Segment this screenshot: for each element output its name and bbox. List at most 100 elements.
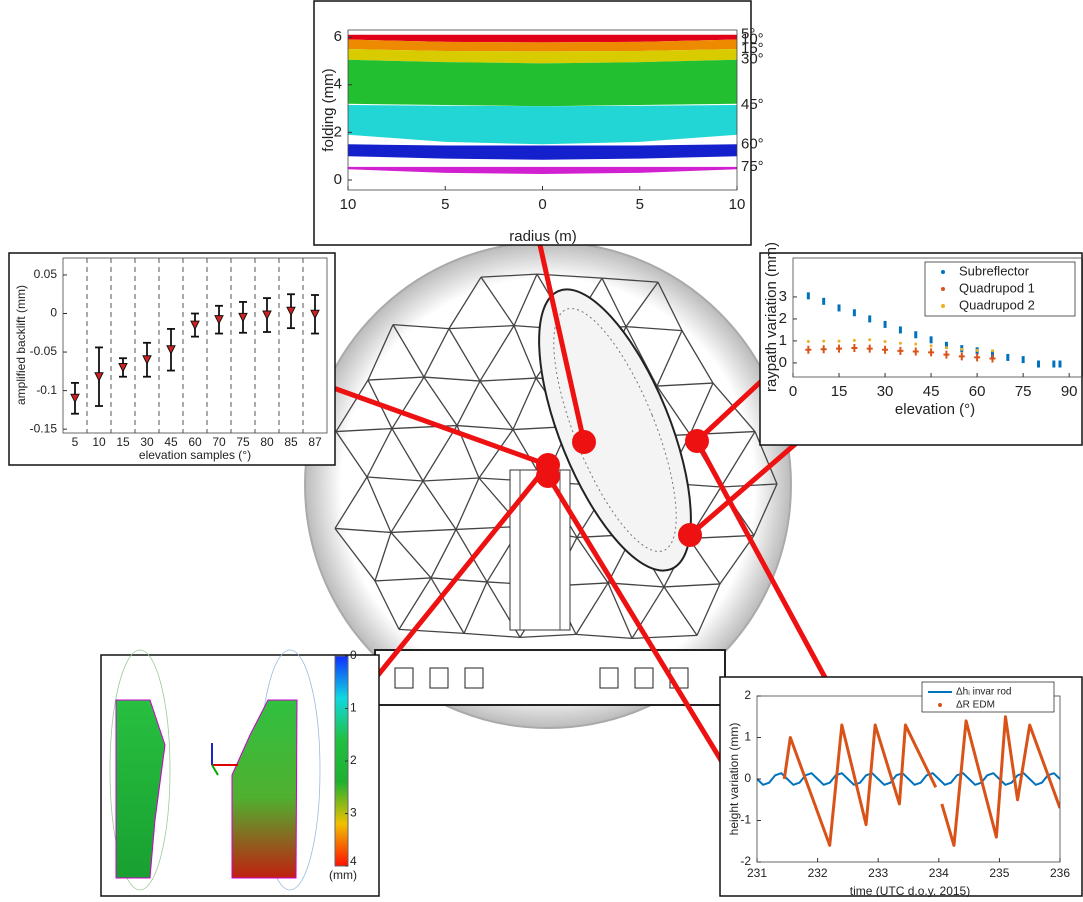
x-axis-label: time (UTC d.o.y. 2015) <box>850 884 970 897</box>
mesh-edge <box>656 330 683 387</box>
band-label: 5° <box>741 26 755 43</box>
y-tick-label: 0 <box>334 171 342 188</box>
mesh-edge <box>512 377 537 430</box>
point <box>929 336 933 344</box>
mesh-edge <box>754 431 778 485</box>
axes-box <box>792 257 1083 378</box>
legend-swatch <box>941 270 945 274</box>
mesh-edge <box>423 328 450 378</box>
mesh-edge <box>601 277 659 283</box>
mean-marker <box>286 306 296 317</box>
mesh-edge <box>479 377 537 382</box>
folding-band <box>348 166 737 175</box>
colorbar-tick-label: 3 <box>350 806 357 820</box>
x-tick-label: 80 <box>260 435 274 449</box>
dish <box>538 288 692 572</box>
mesh-edge <box>480 273 538 278</box>
band-label: 15° <box>741 40 764 57</box>
point <box>852 338 856 342</box>
legend-box <box>921 681 1055 713</box>
x-tick-label: 5 <box>441 196 449 213</box>
mesh-edge <box>398 577 432 630</box>
x-tick-label: 5 <box>72 435 79 449</box>
band-label: 30° <box>741 51 764 68</box>
x-tick-label: 30 <box>877 383 894 400</box>
x-tick-label: 45 <box>164 435 178 449</box>
mean-marker <box>70 393 80 404</box>
y-tick-label: 2 <box>779 310 787 327</box>
y-axis-label: amplified backlift (mm) <box>14 285 28 405</box>
mesh-edge <box>455 477 480 530</box>
mesh-edge <box>479 325 515 382</box>
y-tick-label: 2 <box>334 123 342 140</box>
point <box>914 342 918 346</box>
mean-marker <box>262 310 272 321</box>
mesh-edge <box>657 281 683 331</box>
x-tick-label: 235 <box>989 866 1009 880</box>
mesh-edge <box>448 328 481 382</box>
point <box>974 353 981 362</box>
mesh-edge <box>663 583 721 588</box>
band-label: 60° <box>741 135 764 152</box>
colorbar-tick-label: 2 <box>350 753 357 767</box>
point <box>929 344 933 348</box>
legend-swatch <box>941 304 945 308</box>
x-tick-label: 60 <box>969 383 986 400</box>
mesh-edge <box>631 634 698 640</box>
x-tick-label: 87 <box>308 435 322 449</box>
legend-swatch <box>941 287 945 291</box>
point <box>1058 360 1062 368</box>
point <box>822 297 826 305</box>
radome-mesh <box>334 273 778 640</box>
y-tick-label: 0.05 <box>34 267 58 281</box>
x-tick-label: 10 <box>92 435 106 449</box>
mesh-edge <box>696 583 721 636</box>
mesh-edge <box>575 582 609 635</box>
mesh-edge <box>463 581 488 634</box>
point <box>851 343 858 352</box>
mesh-edge <box>335 427 393 433</box>
point <box>836 344 843 353</box>
point <box>912 347 919 356</box>
mesh-edge <box>430 529 457 579</box>
point <box>852 309 856 317</box>
mesh-edge <box>681 330 714 384</box>
mesh-edge <box>656 382 714 387</box>
x-tick-label: 0 <box>538 196 546 213</box>
mesh-edge <box>479 380 514 430</box>
point <box>822 339 826 343</box>
building-windows <box>394 667 689 689</box>
folding-band <box>348 39 737 52</box>
point <box>944 346 948 350</box>
mesh-edge <box>576 537 609 584</box>
x-tick-label: 70 <box>212 435 226 449</box>
mesh-edge <box>575 633 633 640</box>
mean-marker <box>238 312 248 323</box>
mesh-edge <box>607 582 665 588</box>
mesh-edge <box>430 577 488 583</box>
y-tick-label: -1 <box>740 813 751 827</box>
y-tick-label: -0.05 <box>30 344 58 358</box>
mesh-edge <box>631 586 665 639</box>
axes-box <box>62 257 328 434</box>
y-tick-label: -0.15 <box>30 421 58 435</box>
model-3d <box>109 649 321 891</box>
x-tick-label: 5 <box>636 196 644 213</box>
folding-band <box>348 105 737 145</box>
point <box>806 292 810 300</box>
x-tick-label: 75 <box>236 435 250 449</box>
mesh-edge <box>656 385 691 435</box>
mesh-edge <box>366 476 392 533</box>
point <box>868 338 872 342</box>
point <box>866 344 873 353</box>
mesh-edge <box>374 532 392 582</box>
point <box>1052 360 1056 368</box>
x-tick-label: 60 <box>188 435 202 449</box>
mesh-edge <box>448 324 515 330</box>
point <box>837 339 841 343</box>
mean-marker <box>214 315 224 325</box>
point <box>883 340 887 344</box>
